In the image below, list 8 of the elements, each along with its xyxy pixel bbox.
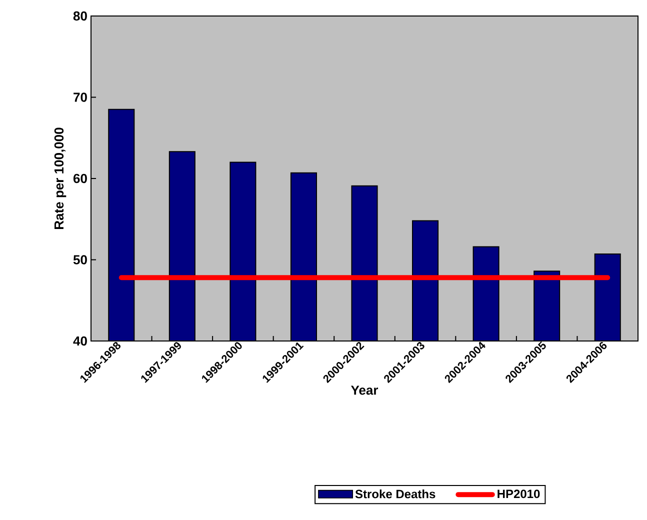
x-axis-title: Year <box>350 386 378 395</box>
y-tick-label: 60 <box>73 174 87 184</box>
legend-label: HP2010 <box>498 490 540 498</box>
y-tick-label: 50 <box>73 255 87 264</box>
legend-label: Stroke Deaths <box>355 489 436 498</box>
y-tick-label: 80 <box>73 11 87 21</box>
y-axis-title: Rate per 100,000 <box>54 128 66 229</box>
y-tick-label: 70 <box>74 92 87 102</box>
